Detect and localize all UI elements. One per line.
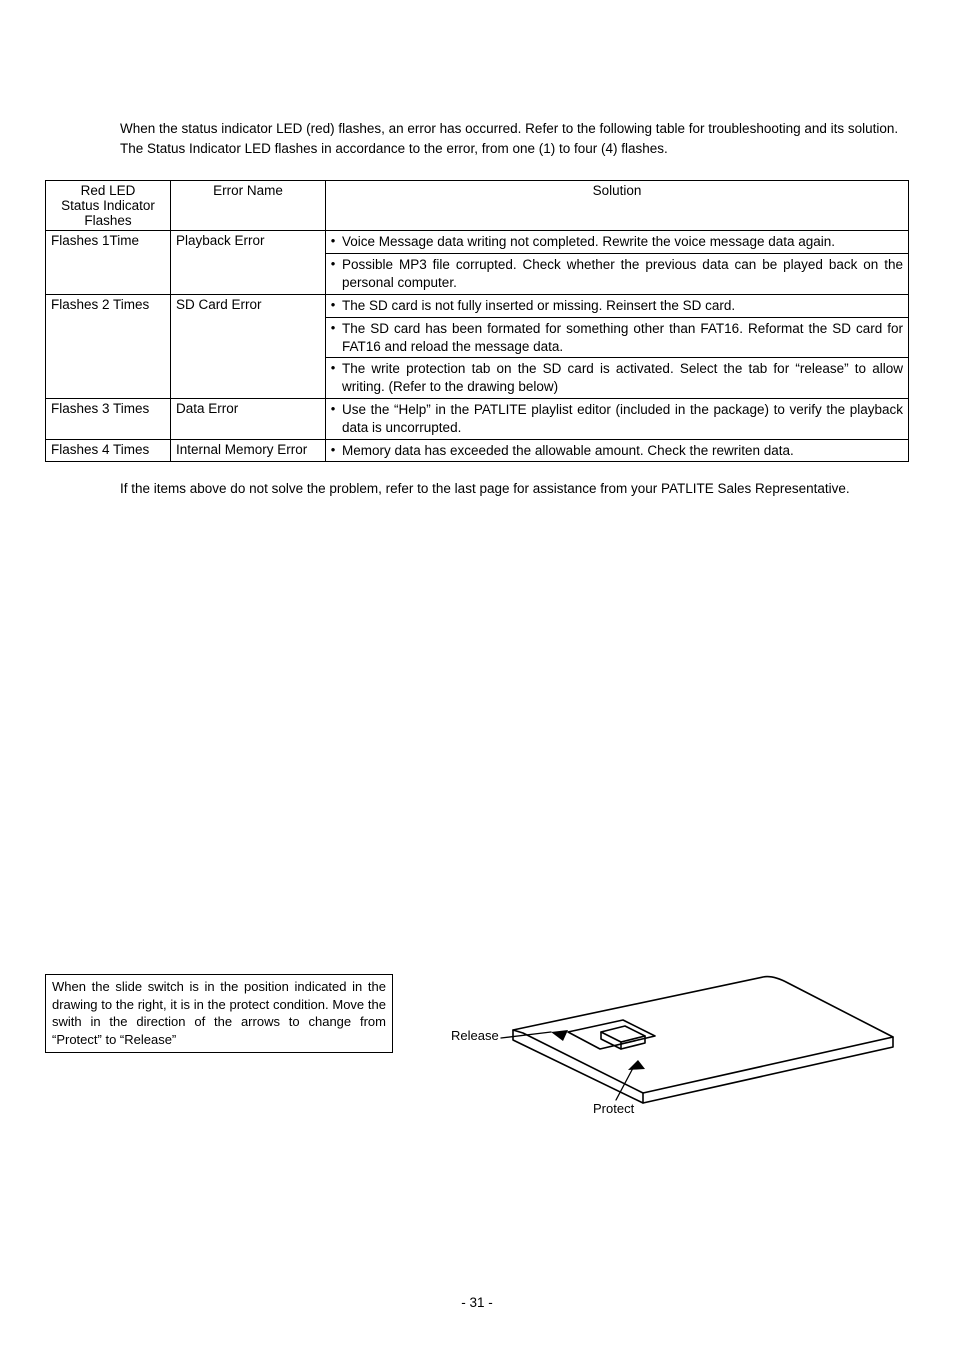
solution-item: •Possible MP3 file corrupted. Check whet… — [326, 254, 908, 294]
callout-box: When the slide switch is in the position… — [45, 974, 393, 1053]
bullet-icon: • — [326, 360, 340, 376]
col-header-solution: Solution — [326, 181, 909, 231]
cell-flashes: Flashes 3 Times — [46, 398, 171, 439]
solution-text: Voice Message data writing not completed… — [340, 233, 903, 251]
after-text: If the items above do not solve the prob… — [120, 480, 904, 498]
solution-item: •The write protection tab on the SD card… — [326, 358, 908, 398]
cell-solution: •The SD card is not fully inserted or mi… — [326, 294, 909, 398]
cell-error: Playback Error — [171, 231, 326, 294]
page-number: - 31 - — [0, 1295, 954, 1310]
solution-text: The write protection tab on the SD card … — [340, 360, 903, 396]
sd-card-diagram: Release Protect — [393, 970, 909, 1150]
col-header-error: Error Name — [171, 181, 326, 231]
cell-flashes: Flashes 2 Times — [46, 294, 171, 398]
solution-item: •Voice Message data writing not complete… — [326, 231, 908, 254]
table-row: Flashes 2 Times SD Card Error •The SD ca… — [46, 294, 909, 398]
table-row: Flashes 1Time Playback Error •Voice Mess… — [46, 231, 909, 294]
solution-item: •The SD card is not fully inserted or mi… — [326, 295, 908, 318]
page-container: When the status indicator LED (red) flas… — [0, 0, 954, 1350]
bullet-icon: • — [326, 401, 340, 417]
solution-text: Memory data has exceeded the allowable a… — [340, 442, 903, 460]
solution-text: The SD card is not fully inserted or mis… — [340, 297, 903, 315]
hdr-flashes-l3: Flashes — [84, 213, 131, 228]
protect-label: Protect — [593, 1101, 634, 1116]
solution-text: The SD card has been formated for someth… — [340, 320, 903, 356]
intro-p1: When the status indicator LED (red) flas… — [120, 120, 904, 138]
intro-p2: The Status Indicator LED flashes in acco… — [120, 140, 904, 158]
cell-flashes: Flashes 4 Times — [46, 439, 171, 462]
solution-text: Use the “Help” in the PATLITE playlist e… — [340, 401, 903, 437]
solution-item: •Use the “Help” in the PATLITE playlist … — [326, 399, 908, 439]
bullet-icon: • — [326, 297, 340, 313]
solution-item: •Memory data has exceeded the allowable … — [326, 440, 908, 462]
cell-flashes: Flashes 1Time — [46, 231, 171, 294]
cell-solution: •Memory data has exceeded the allowable … — [326, 439, 909, 462]
solution-text: Possible MP3 file corrupted. Check wheth… — [340, 256, 903, 292]
error-table: Red LED Status Indicator Flashes Error N… — [45, 180, 909, 462]
release-label: Release — [451, 1028, 499, 1043]
hdr-flashes-l2: Status Indicator — [61, 198, 155, 213]
bullet-icon: • — [326, 442, 340, 458]
bullet-icon: • — [326, 320, 340, 336]
solution-item: •The SD card has been formated for somet… — [326, 318, 908, 359]
bottom-section: When the slide switch is in the position… — [45, 970, 909, 1150]
table-header-row: Red LED Status Indicator Flashes Error N… — [46, 181, 909, 231]
col-header-flashes: Red LED Status Indicator Flashes — [46, 181, 171, 231]
table-row: Flashes 3 Times Data Error •Use the “Hel… — [46, 398, 909, 439]
hdr-flashes-l1: Red LED — [81, 183, 136, 198]
bullet-icon: • — [326, 256, 340, 272]
cell-solution: •Voice Message data writing not complete… — [326, 231, 909, 294]
cell-solution: •Use the “Help” in the PATLITE playlist … — [326, 398, 909, 439]
intro-text: When the status indicator LED (red) flas… — [120, 120, 904, 158]
cell-error: Data Error — [171, 398, 326, 439]
cell-error: SD Card Error — [171, 294, 326, 398]
table-row: Flashes 4 Times Internal Memory Error •M… — [46, 439, 909, 462]
bullet-icon: • — [326, 233, 340, 249]
cell-error: Internal Memory Error — [171, 439, 326, 462]
